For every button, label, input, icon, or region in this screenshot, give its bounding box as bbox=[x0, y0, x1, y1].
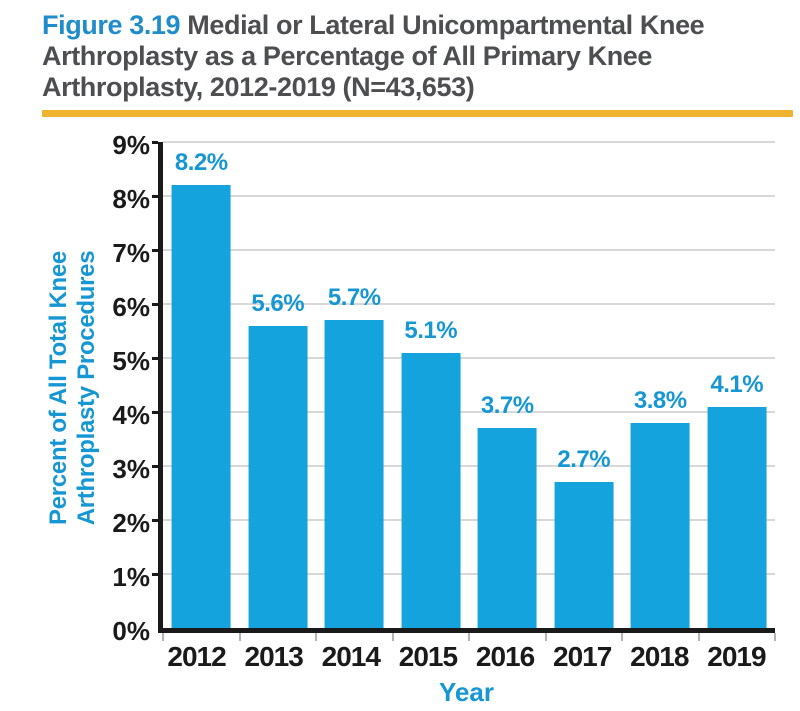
y-axis-labels: 0% 1% 2% 3% 4% 5% 6% 7% 8% 9% bbox=[104, 132, 158, 644]
y-axis-tick bbox=[152, 464, 158, 468]
gridline bbox=[163, 195, 775, 198]
y-tick-label: 3% bbox=[112, 453, 150, 484]
y-tick-label: 7% bbox=[112, 237, 150, 268]
x-tick-label: 2016 bbox=[475, 641, 535, 672]
x-axis-tick bbox=[544, 633, 547, 641]
bar-value-label: 5.1% bbox=[404, 316, 458, 344]
y-tick-label: 9% bbox=[112, 129, 150, 160]
bar-chart: Percent of All Total Knee Arthroplasty P… bbox=[42, 132, 776, 711]
bar-column: 4.1% bbox=[699, 142, 776, 628]
x-axis-tick bbox=[774, 633, 776, 641]
x-axis-labels: 2012 2013 2014 2015 2016 2017 2018 2019 bbox=[158, 633, 775, 677]
y-axis-title: Percent of All Total Knee Arthroplasty P… bbox=[45, 250, 100, 525]
bar bbox=[477, 428, 537, 628]
x-axis-tick bbox=[697, 633, 700, 641]
x-tick-label: 2018 bbox=[630, 641, 689, 672]
gridline bbox=[163, 357, 775, 359]
y-axis-tick bbox=[152, 518, 158, 522]
bar-column: 5.7% bbox=[316, 142, 393, 628]
x-axis-tick bbox=[238, 633, 241, 641]
y-axis-tick bbox=[152, 140, 158, 144]
y-tick-label: 5% bbox=[112, 345, 150, 376]
x-tick-label: 2014 bbox=[321, 641, 381, 672]
y-tick-label: 4% bbox=[112, 399, 150, 430]
bar-value-label: 5.7% bbox=[327, 284, 381, 312]
plot-area: 8.2% 5.6% 5.7% 5.1% 3.7% 2.7% 3.8% 4.1% bbox=[152, 140, 776, 641]
y-tick-label: 1% bbox=[112, 561, 150, 592]
bar-value-label: 4.1% bbox=[710, 370, 764, 398]
y-tick-label: 6% bbox=[112, 291, 150, 322]
bar bbox=[630, 422, 690, 628]
x-tick-label: 2015 bbox=[398, 641, 458, 672]
x-tick-label: 2019 bbox=[707, 641, 766, 672]
bars-container: 8.2% 5.6% 5.7% 5.1% 3.7% 2.7% 3.8% 4.1% bbox=[163, 142, 775, 628]
x-axis-tick bbox=[162, 633, 164, 641]
y-axis-tick bbox=[152, 248, 158, 252]
figure-title: Figure 3.19 Medial or Lateral Unicompart… bbox=[42, 10, 775, 103]
x-axis-tick bbox=[468, 633, 470, 641]
x-tick-label: 2017 bbox=[553, 641, 612, 672]
x-axis-tick bbox=[315, 633, 317, 641]
bar bbox=[707, 406, 767, 628]
y-axis-tick bbox=[152, 302, 158, 306]
gridline bbox=[163, 303, 775, 306]
y-tick-label: 2% bbox=[112, 507, 150, 538]
gridline bbox=[163, 465, 775, 468]
gridline bbox=[163, 249, 775, 251]
gridline bbox=[163, 519, 775, 522]
bar-value-label: 8.2% bbox=[174, 149, 228, 177]
bar bbox=[248, 325, 308, 628]
x-axis-title: Year bbox=[439, 677, 494, 707]
y-tick-label: 0% bbox=[112, 615, 150, 646]
title-divider-rule bbox=[42, 110, 793, 117]
y-tick-label: 8% bbox=[112, 183, 150, 214]
y-axis-tick bbox=[152, 572, 158, 576]
bar bbox=[171, 185, 231, 628]
gridline bbox=[163, 141, 775, 143]
bar-column: 5.6% bbox=[240, 142, 317, 628]
bar-value-label: 3.8% bbox=[633, 386, 687, 414]
y-axis-tick bbox=[152, 356, 158, 360]
bar-column: 3.7% bbox=[469, 142, 546, 628]
bar bbox=[554, 482, 614, 628]
bar-column: 2.7% bbox=[546, 142, 623, 628]
y-axis-tick bbox=[152, 194, 158, 198]
bar-column: 5.1% bbox=[393, 142, 470, 628]
x-axis-tick bbox=[621, 633, 623, 641]
figure-number-label: Figure 3.19 bbox=[42, 10, 181, 40]
x-axis-tick bbox=[391, 633, 394, 641]
gridline bbox=[163, 411, 775, 414]
bar bbox=[324, 320, 384, 628]
x-tick-label: 2013 bbox=[244, 641, 304, 672]
bar-value-label: 5.6% bbox=[251, 289, 305, 317]
bar-column: 3.8% bbox=[622, 142, 699, 628]
bar-column: 8.2% bbox=[163, 142, 240, 628]
x-tick-label: 2012 bbox=[167, 641, 226, 672]
bar bbox=[401, 352, 461, 628]
bar-value-label: 3.7% bbox=[480, 392, 534, 420]
figure-title-text: Medial or Lateral Unicompartmental Knee … bbox=[42, 10, 705, 102]
bar-value-label: 2.7% bbox=[557, 446, 611, 474]
y-axis-tick bbox=[152, 410, 158, 414]
gridline bbox=[163, 573, 775, 576]
